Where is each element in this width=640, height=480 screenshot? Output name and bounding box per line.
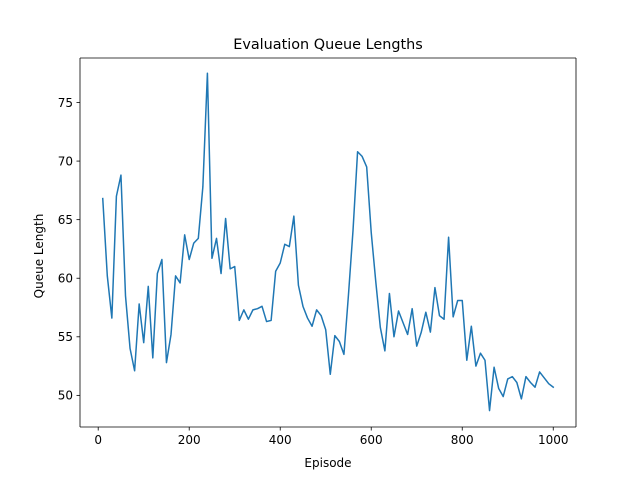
x-tick-label: 1000 — [538, 433, 569, 447]
y-axis-label: Queue Length — [32, 214, 46, 299]
x-tick-label: 400 — [269, 433, 292, 447]
y-tick-label: 75 — [58, 96, 73, 110]
y-tick-label: 60 — [58, 272, 73, 286]
x-axis-label: Episode — [304, 456, 351, 470]
y-tick-label: 50 — [58, 389, 73, 403]
plot-area: 0 200 400 600 800 1000 50 55 60 65 70 75 — [58, 57, 577, 447]
chart-title: Evaluation Queue Lengths — [233, 37, 423, 53]
y-tick-label: 55 — [58, 330, 73, 344]
series-line-0 — [101, 72, 555, 412]
y-tick-label: 65 — [58, 213, 73, 227]
x-tick-label: 800 — [451, 433, 474, 447]
x-tick-label: 200 — [178, 433, 201, 447]
y-tick-label: 70 — [58, 154, 73, 168]
x-tick-label: 0 — [94, 433, 102, 447]
x-tick-label: 600 — [360, 433, 383, 447]
